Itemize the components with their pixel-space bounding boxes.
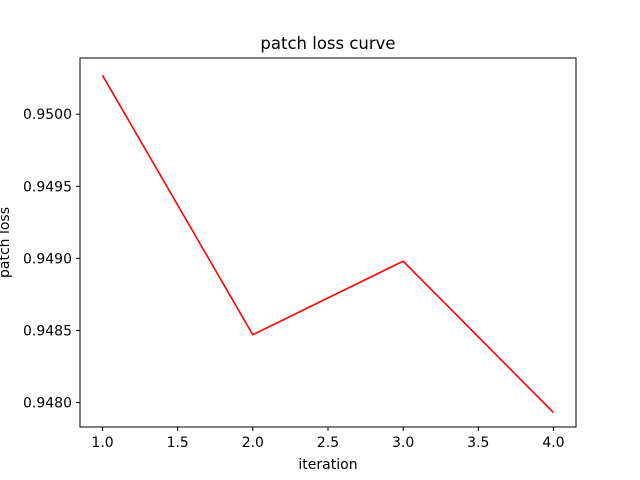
series-group [101,74,555,414]
x-tick-label: 3.0 [392,435,414,451]
y-tick-label: 0.9490 [23,251,72,267]
x-tick-label: 2.0 [242,435,264,451]
y-axis-label: patch loss [0,207,13,278]
series-line [101,74,555,414]
x-tick-label: 2.5 [317,435,339,451]
x-tick-label: 3.5 [467,435,489,451]
x-tick-label: 1.5 [167,435,189,451]
y-tick-label: 0.9485 [23,323,72,339]
y-tick-label: 0.9495 [23,179,72,195]
x-tick-label: 1.0 [91,435,113,451]
y-tick-label: 0.9480 [23,395,72,411]
axes: 1.0 1.5 2.0 2.5 3.0 3.5 4.0 0.9480 0.9485 0.9490 0… [23,107,565,451]
plot-frame [79,57,577,428]
x-tick-label: 4.0 [542,435,564,451]
y-tick-label: 0.9500 [23,107,72,123]
chart-title: patch loss curve [260,34,395,53]
x-axis-label: iteration [298,457,357,473]
